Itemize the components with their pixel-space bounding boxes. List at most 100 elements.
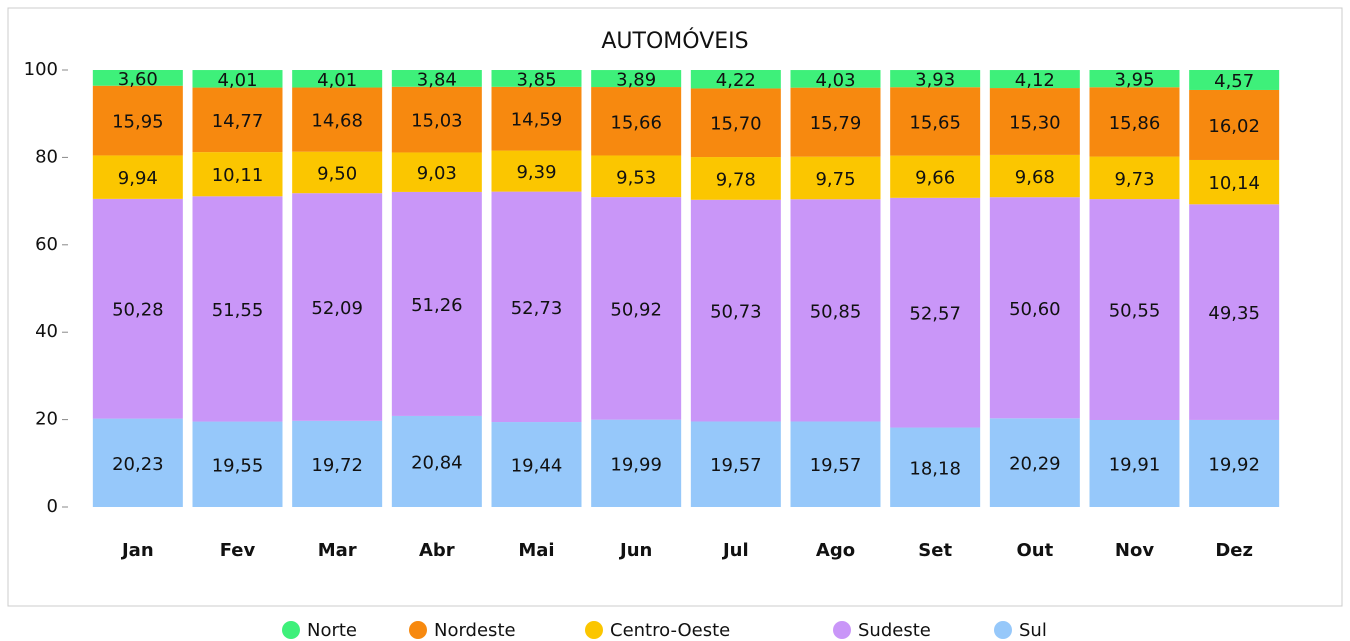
bar-segment bbox=[1189, 159, 1280, 205]
y-tick-label: 60 bbox=[35, 234, 58, 255]
x-tick-label: Nov bbox=[1115, 540, 1154, 561]
data-label: 16,02 bbox=[1208, 116, 1260, 137]
y-tick-label: 80 bbox=[35, 146, 58, 167]
data-label: 19,57 bbox=[710, 455, 762, 476]
bar-segment bbox=[790, 87, 881, 157]
bar-segment bbox=[92, 85, 183, 156]
chart-title: AUTOMÓVEIS bbox=[601, 28, 748, 54]
bar-segment bbox=[690, 70, 781, 89]
bar-segment bbox=[790, 156, 881, 200]
data-label: 4,01 bbox=[317, 70, 357, 91]
data-label: 19,91 bbox=[1109, 454, 1161, 475]
data-label: 15,70 bbox=[710, 114, 762, 135]
data-label: 9,53 bbox=[616, 167, 656, 188]
data-label: 52,57 bbox=[909, 304, 961, 325]
data-label: 20,84 bbox=[411, 452, 463, 473]
bar-segment bbox=[391, 415, 482, 507]
bar-segment bbox=[192, 70, 283, 88]
data-label: 9,39 bbox=[516, 162, 556, 183]
legend-marker bbox=[282, 621, 300, 639]
bar-segment bbox=[890, 155, 981, 198]
data-label: 10,11 bbox=[212, 165, 264, 186]
data-label: 50,28 bbox=[112, 300, 164, 321]
data-label: 19,57 bbox=[810, 455, 862, 476]
bar-segment bbox=[292, 420, 383, 507]
bar-segment bbox=[591, 197, 682, 420]
bar-segment bbox=[1189, 89, 1280, 160]
bar-segment bbox=[989, 154, 1080, 198]
data-label: 3,84 bbox=[417, 69, 457, 90]
bar-segment bbox=[491, 86, 582, 151]
x-tick-label: Jan bbox=[120, 540, 154, 561]
bar-segment bbox=[92, 198, 183, 419]
data-label: 19,72 bbox=[311, 455, 363, 476]
data-label: 52,73 bbox=[511, 298, 563, 319]
legend-label: Centro-Oeste bbox=[610, 620, 730, 641]
bar-segment bbox=[890, 87, 981, 156]
data-label: 9,03 bbox=[417, 163, 457, 184]
data-label: 50,92 bbox=[610, 299, 662, 320]
legend-label: Sudeste bbox=[858, 620, 931, 641]
y-tick-label: 20 bbox=[35, 409, 58, 430]
x-tick-label: Fev bbox=[220, 540, 256, 561]
data-label: 3,93 bbox=[915, 70, 955, 91]
bar-segment bbox=[391, 86, 482, 153]
bar-segment bbox=[1089, 199, 1180, 420]
legend-marker bbox=[994, 621, 1012, 639]
bar-segment bbox=[192, 152, 283, 197]
x-tick-label: Dez bbox=[1215, 540, 1253, 561]
x-tick-label: Mai bbox=[518, 540, 554, 561]
x-tick-label: Ago bbox=[816, 540, 855, 561]
data-label: 14,59 bbox=[511, 110, 563, 131]
bar-segment bbox=[989, 88, 1080, 155]
data-label: 20,23 bbox=[112, 454, 164, 475]
bar-segment bbox=[391, 191, 482, 416]
data-label: 10,14 bbox=[1208, 173, 1260, 194]
y-tick-label: 40 bbox=[35, 321, 58, 342]
data-label: 3,95 bbox=[1114, 70, 1154, 91]
x-tick-label: Jun bbox=[618, 540, 652, 561]
data-label: 14,68 bbox=[311, 111, 363, 132]
data-label: 19,55 bbox=[212, 455, 264, 476]
bar-segment bbox=[989, 418, 1080, 507]
data-label: 3,85 bbox=[516, 69, 556, 90]
bar-segment bbox=[192, 87, 283, 153]
y-tick-label: 0 bbox=[47, 496, 58, 517]
bar-segment bbox=[391, 152, 482, 192]
data-label: 9,94 bbox=[118, 168, 158, 189]
bar-segment bbox=[1089, 70, 1180, 88]
data-label: 15,86 bbox=[1109, 113, 1161, 134]
data-label: 19,99 bbox=[610, 454, 662, 475]
bar-segment bbox=[591, 70, 682, 88]
data-label: 4,57 bbox=[1214, 71, 1254, 92]
bar-segment bbox=[1089, 419, 1180, 507]
legend-label: Norte bbox=[307, 620, 357, 641]
bar-segment bbox=[391, 70, 482, 87]
bar-segment bbox=[92, 418, 183, 507]
data-label: 18,18 bbox=[909, 458, 961, 479]
data-label: 15,66 bbox=[610, 112, 662, 133]
bar-segment bbox=[790, 421, 881, 507]
data-label: 9,75 bbox=[815, 169, 855, 190]
y-tick-label: 100 bbox=[24, 59, 58, 80]
bar-segment bbox=[491, 422, 582, 507]
data-label: 14,77 bbox=[212, 111, 264, 132]
bar-segment bbox=[690, 199, 781, 422]
bar-segment bbox=[1189, 70, 1280, 90]
legend-marker bbox=[585, 621, 603, 639]
x-tick-label: Set bbox=[918, 540, 952, 561]
data-label: 4,22 bbox=[716, 70, 756, 91]
data-label: 4,01 bbox=[217, 70, 257, 91]
bar-segment bbox=[591, 87, 682, 156]
bar-segment bbox=[491, 191, 582, 423]
bar-segment bbox=[292, 70, 383, 88]
legend-label: Sul bbox=[1019, 620, 1047, 641]
x-tick-label: Out bbox=[1016, 540, 1053, 561]
bar-segment bbox=[491, 70, 582, 87]
data-label: 3,89 bbox=[616, 70, 656, 91]
data-label: 9,73 bbox=[1114, 169, 1154, 190]
bar-segment bbox=[92, 70, 183, 86]
bar-segment bbox=[690, 157, 781, 200]
bar-segment bbox=[1089, 156, 1180, 200]
